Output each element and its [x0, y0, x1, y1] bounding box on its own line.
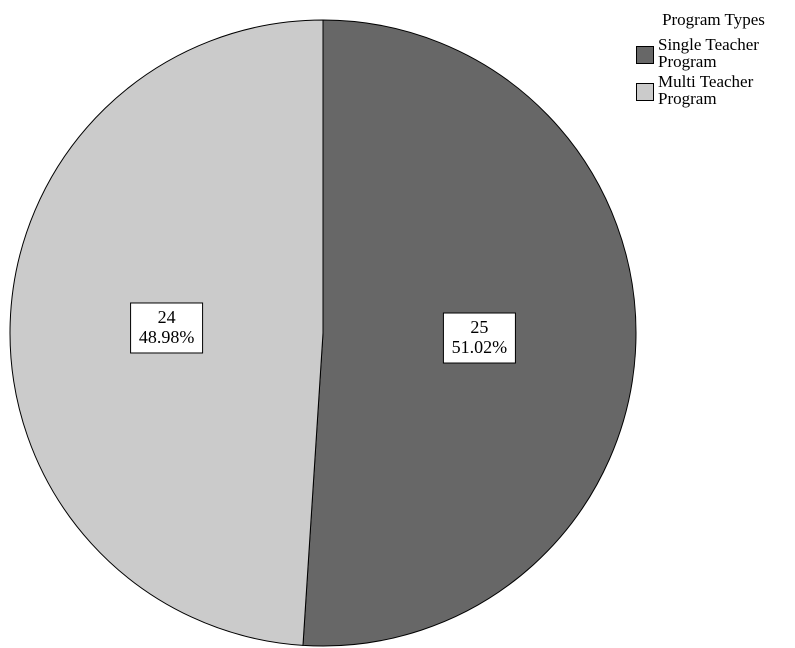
legend-swatch-single-teacher	[636, 46, 654, 64]
data-label-percent-single-teacher: 51.02%	[452, 337, 508, 357]
legend-swatch-multi-teacher	[636, 83, 654, 101]
pie-slices	[9, 19, 637, 647]
data-label-box-single-teacher	[442, 312, 516, 364]
legend-item-single-teacher: Single Teacher Program	[636, 36, 791, 70]
legend-label-single-teacher: Single Teacher Program	[658, 35, 759, 71]
legend-title: Program Types	[662, 10, 765, 29]
data-label-count-multi-teacher: 24	[158, 307, 176, 327]
data-label-percent-multi-teacher: 48.98%	[139, 327, 195, 347]
data-label-count-single-teacher: 25	[470, 317, 488, 337]
data-label-box-multi-teacher	[130, 302, 204, 354]
legend-label-multi-teacher: Multi Teacher Program	[658, 72, 754, 108]
legend: Program Types Single Teacher Program Mul…	[636, 10, 791, 110]
legend-item-multi-teacher: Multi Teacher Program	[636, 73, 791, 107]
